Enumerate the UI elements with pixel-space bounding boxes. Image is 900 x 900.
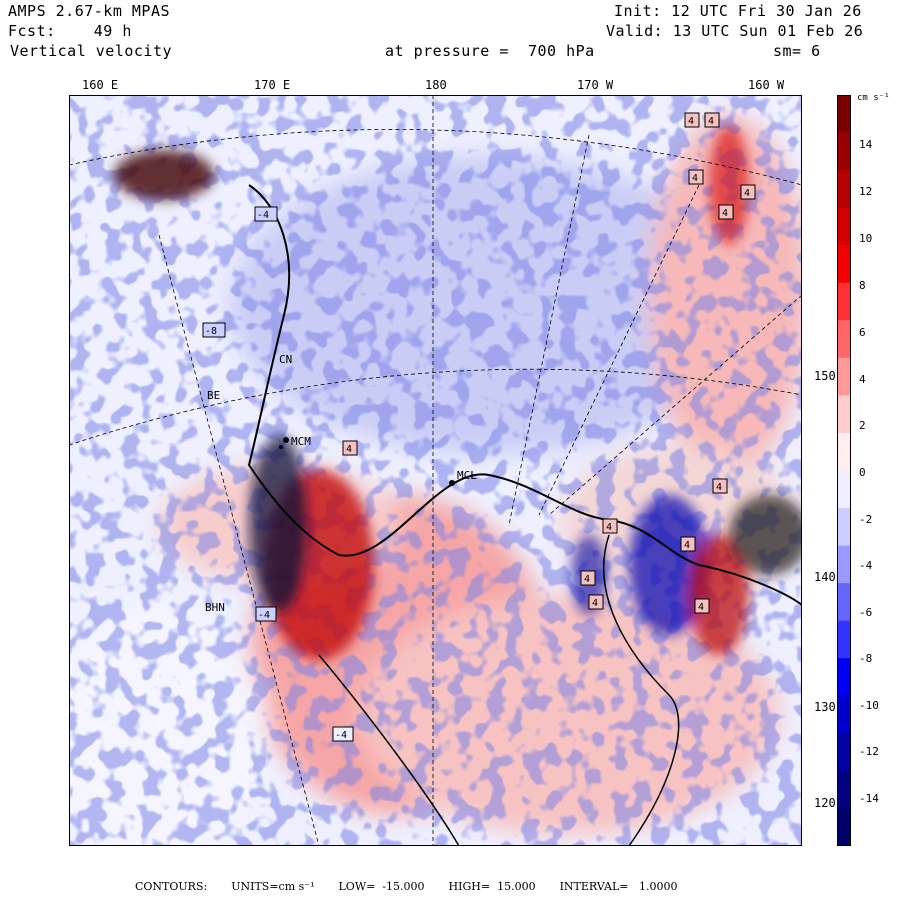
colorbar-swatch: [837, 132, 851, 171]
colorbar-swatch: [837, 808, 851, 846]
colorbar-swatch: [837, 395, 851, 434]
colorbar-swatch: [837, 545, 851, 584]
valid-time: Valid: 13 UTC Sun 01 Feb 26: [606, 22, 864, 40]
colorbar-tick: 10: [859, 232, 873, 245]
footer-interval: INTERVAL= 1.0000: [559, 880, 678, 893]
colorbar-tick: 14: [859, 138, 873, 151]
colorbar-swatch: [837, 583, 851, 622]
forecast-label: Fcst: 49 h: [8, 22, 132, 40]
lon-label: 160 W: [748, 78, 785, 92]
colorbar-swatch: [837, 733, 851, 772]
smoothing-value: sm= 6: [773, 42, 821, 60]
colorbar-tick: -12: [859, 745, 879, 758]
coastline: [247, 184, 802, 606]
dark-cell-east: [729, 495, 802, 575]
blue-speckle: [69, 95, 802, 846]
station-dot: [283, 437, 289, 443]
colorbar-swatch: [837, 658, 851, 697]
colorbar-swatch: [837, 95, 851, 134]
contour-label: -4: [258, 610, 270, 621]
colorbar-tick: -4: [859, 559, 873, 572]
contour-label: 4: [684, 540, 690, 551]
contour-label: -8: [205, 326, 217, 337]
station-dot: [449, 480, 455, 486]
colorbar-swatch: [837, 770, 851, 809]
colorbar-tick: 8: [859, 279, 866, 292]
contour-label: 4: [708, 116, 714, 127]
colorbar-swatch: [837, 357, 851, 396]
colorbar-tick: 4: [859, 373, 866, 386]
model-title: AMPS 2.67-km MPAS: [8, 2, 171, 20]
contour-label: 4: [592, 598, 598, 609]
colorbar-units: cm s⁻¹: [857, 93, 890, 103]
colorbar-swatch: [837, 245, 851, 284]
contour-label: -4: [257, 210, 269, 221]
contour-label: 4: [584, 574, 590, 585]
mountain-front: [318, 654, 460, 846]
colorbar-swatch: [837, 432, 851, 471]
footer-contours: CONTOURS:: [135, 880, 208, 893]
map-frame: [69, 95, 802, 846]
lon-label: 170 E: [254, 78, 291, 92]
station-label: BHN: [205, 601, 225, 614]
colorbar-tick: -2: [859, 513, 873, 526]
contour-label: 4: [744, 188, 750, 199]
lon-label: 170 W: [577, 78, 614, 92]
station-label: CN: [279, 353, 292, 366]
init-time: Init: 12 UTC Fri 30 Jan 26: [614, 2, 862, 20]
vertical-velocity-map: 4 4 4 4 4 -4 -8 4 4 4 4 4 4 4: [69, 95, 802, 846]
dark-cell-northwest: [114, 150, 214, 200]
colorbar-tick: -10: [859, 699, 879, 712]
colorbar-swatch: [837, 620, 851, 659]
colorbar-tick: 2: [859, 419, 866, 432]
ascent-band-east: [689, 535, 749, 655]
contour-label: 4: [698, 602, 704, 613]
contour-label: -4: [335, 730, 347, 741]
colorbar-tick: -8: [859, 652, 873, 665]
colorbar-tick: -14: [859, 792, 879, 805]
contour-label: 4: [692, 173, 698, 184]
contour-label: 4: [688, 116, 694, 127]
pressure-level: at pressure = 700 hPa: [385, 42, 595, 60]
contour-info: CONTOURS: UNITS=cm s⁻¹ LOW= -15.000 HIGH= 1…: [135, 880, 701, 893]
lon-label: 180: [425, 78, 447, 92]
footer-low: LOW= -15.000: [338, 880, 425, 893]
forecast-hours: 49 h: [93, 22, 132, 40]
footer-units: UNITS=cm s⁻¹: [231, 880, 315, 893]
station-markers: BE MCM CN MCL BHN: [205, 353, 477, 614]
lon-label: 160 E: [82, 78, 119, 92]
colorbar: [837, 95, 851, 846]
colorbar-swatch: [837, 470, 851, 509]
colorbar-swatch: [837, 320, 851, 359]
colorbar-swatch: [837, 282, 851, 321]
colorbar-tick: -6: [859, 606, 873, 619]
contour-label: 4: [722, 208, 728, 219]
station-label: MCL: [457, 469, 477, 482]
colorbar-swatch: [837, 170, 851, 209]
graticule: [69, 95, 802, 846]
colorbar-tick: 12: [859, 185, 873, 198]
station-label: BE: [207, 389, 220, 402]
colorbar-tick: 0: [859, 466, 866, 479]
descent-band-east: [629, 495, 709, 635]
colorbar-tick: 6: [859, 326, 866, 339]
colorbar-swatch: [837, 508, 851, 547]
contour-labels: 4 4 4 4 4 -4 -8 4 4 4 4 4 4 4: [202, 112, 756, 742]
footer-high: HIGH= 15.000: [448, 880, 536, 893]
contour-label: 4: [606, 522, 612, 533]
field-name: Vertical velocity: [10, 42, 173, 60]
colorbar-swatch: [837, 695, 851, 734]
colorbar-swatch: [837, 207, 851, 246]
strong-descent-band: [249, 435, 309, 615]
station-label: MCM: [291, 435, 311, 448]
station-dot: [279, 445, 283, 449]
grounding-line: [603, 534, 680, 846]
contour-label: 4: [346, 444, 352, 455]
forecast-label-text: Fcst:: [8, 22, 56, 40]
contour-label: 4: [716, 482, 722, 493]
